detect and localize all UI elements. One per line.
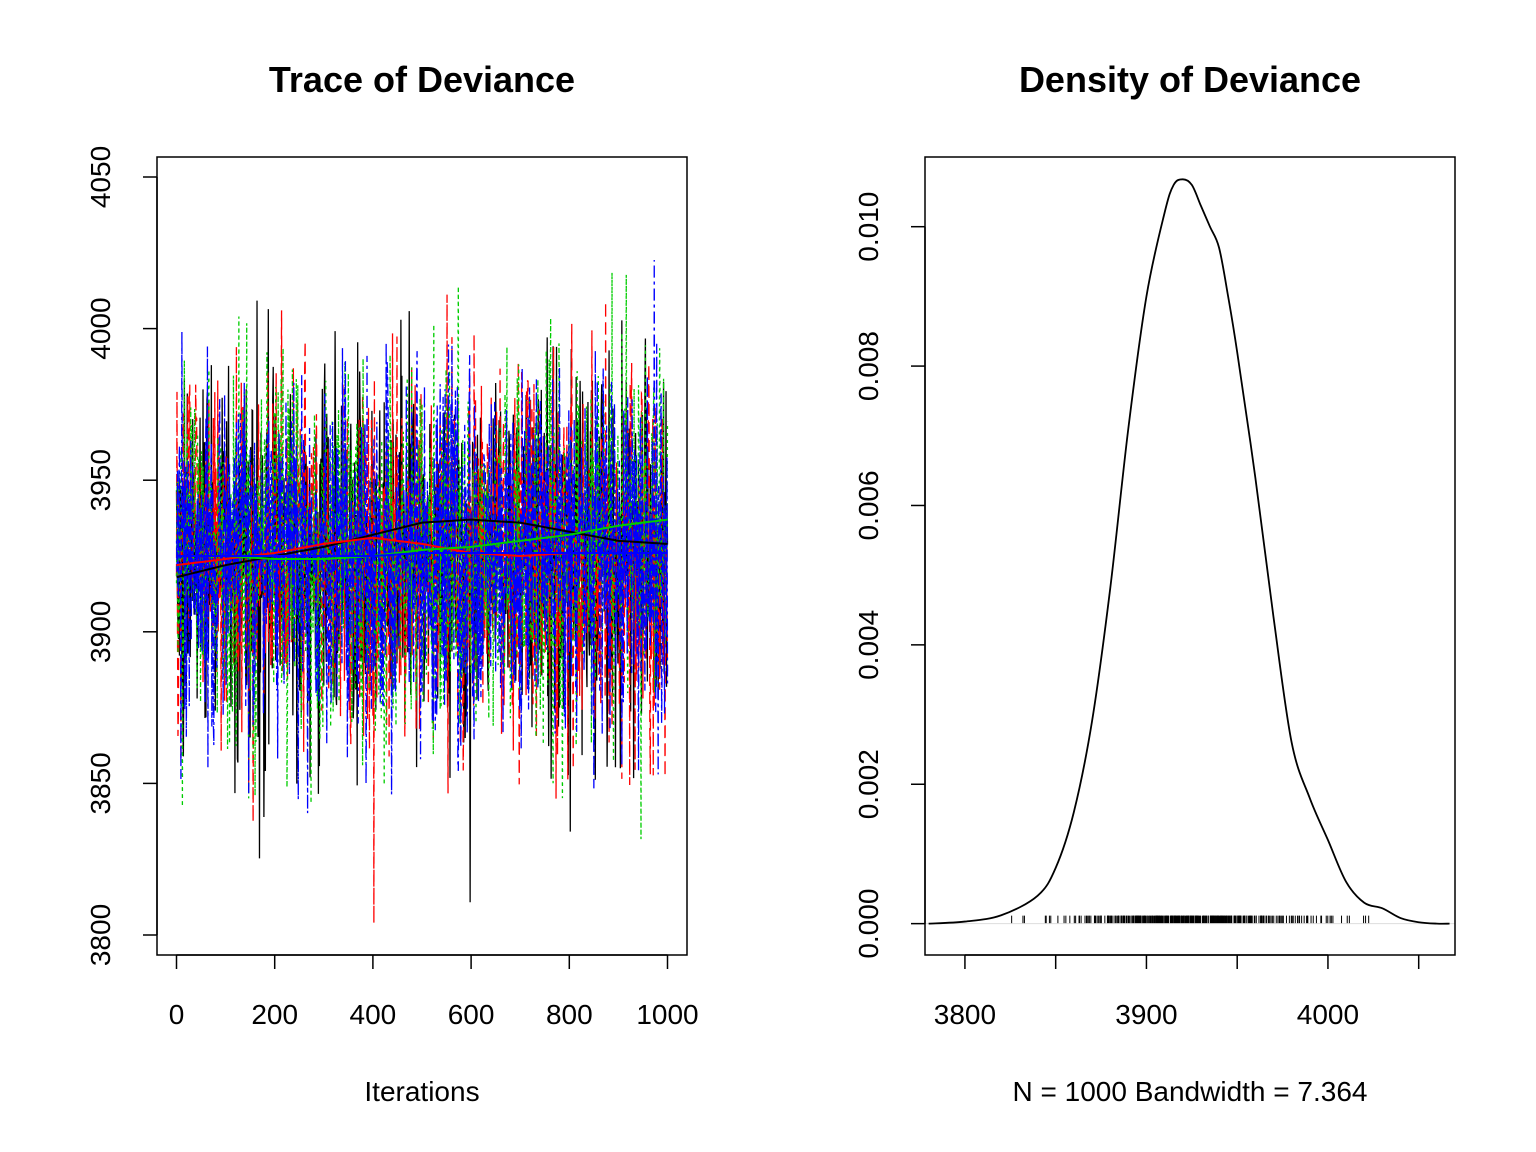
trace-y-tick-label: 4050 bbox=[85, 146, 116, 208]
trace-x-tick-label: 0 bbox=[169, 999, 185, 1030]
trace-series-4-smooth bbox=[176, 551, 668, 557]
trace-x-tick-label: 1000 bbox=[636, 999, 698, 1030]
density-x-tick-label: 3900 bbox=[1115, 999, 1177, 1030]
density-y-tick-label: 0.006 bbox=[853, 470, 884, 540]
trace-series bbox=[175, 260, 669, 924]
trace-x-tick-label: 400 bbox=[350, 999, 397, 1030]
trace-y-tick-label: 3900 bbox=[85, 601, 116, 663]
density-x-axis: 3800 3900 4000 bbox=[934, 954, 1420, 1030]
density-x-tick-label: 4000 bbox=[1297, 999, 1359, 1030]
density-y-tick-label: 0.004 bbox=[853, 610, 884, 680]
trace-y-tick-label: 3850 bbox=[85, 752, 116, 814]
trace-y-tick-label: 3950 bbox=[85, 449, 116, 511]
trace-x-tick-label: 200 bbox=[251, 999, 298, 1030]
trace-y-tick-label: 3800 bbox=[85, 904, 116, 966]
density-rug bbox=[1011, 915, 1370, 924]
density-y-tick-label: 0.008 bbox=[853, 331, 884, 401]
trace-x-axis: 0 200 400 600 800 1000 bbox=[169, 954, 699, 1030]
trace-y-axis: 3800 3850 3900 3950 4000 4050 bbox=[85, 146, 158, 966]
trace-panel: Trace of Deviance 0 200 400 600 800 1000 3800… bbox=[85, 59, 699, 1107]
density-y-tick-label: 0.010 bbox=[853, 192, 884, 262]
density-y-axis: 0.000 0.002 0.004 0.006 0.008 0.010 bbox=[853, 192, 926, 959]
density-title: Density of Deviance bbox=[1019, 59, 1361, 100]
trace-title: Trace of Deviance bbox=[269, 59, 575, 100]
density-curve-group bbox=[925, 178, 1455, 925]
density-x-label: N = 1000 Bandwidth = 7.364 bbox=[1013, 1076, 1368, 1107]
density-x-tick-label: 3800 bbox=[934, 999, 996, 1030]
trace-x-tick-label: 600 bbox=[448, 999, 495, 1030]
density-plot-frame bbox=[924, 156, 1456, 956]
density-y-tick-label: 0.002 bbox=[853, 749, 884, 819]
trace-series-1-smooth bbox=[176, 518, 668, 579]
density-panel: Density of Deviance 3800 3900 4000 0.0000.… bbox=[853, 59, 1456, 1107]
trace-y-tick-label: 4000 bbox=[85, 297, 116, 359]
density-curve bbox=[928, 178, 1450, 925]
trace-series-3-smooth bbox=[176, 518, 668, 561]
trace-x-label: Iterations bbox=[364, 1076, 479, 1107]
density-y-tick-label: 0.000 bbox=[853, 889, 884, 959]
trace-x-tick-label: 800 bbox=[546, 999, 593, 1030]
